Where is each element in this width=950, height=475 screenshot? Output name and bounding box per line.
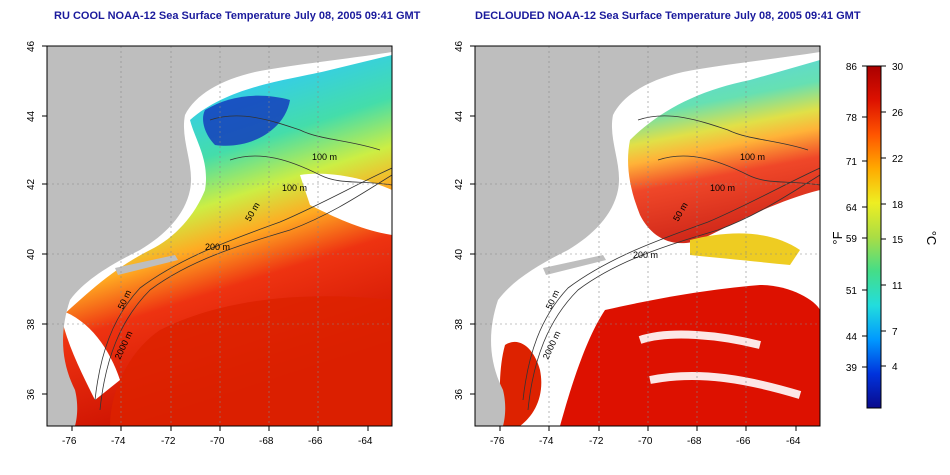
right-warm-gaps: [638, 330, 802, 399]
left-land: [47, 46, 392, 426]
left-lat-tick-36: 36: [26, 388, 37, 400]
cb-f-78: 78: [846, 113, 858, 124]
colorbar: 86 78 71 64 59 51 44 39 30 26 22 18 15 1…: [830, 62, 939, 409]
left-depth-label-200: 200 m: [205, 242, 230, 252]
right-lat-tick-46: 46: [454, 40, 465, 52]
right-lat-tick-40: 40: [454, 248, 465, 260]
cb-f-39: 39: [846, 363, 858, 374]
right-lon-axis: -76 -74 -72 -70 -68 -66 -64: [490, 426, 801, 447]
left-gulf-maine-cold: [203, 95, 290, 146]
cb-c-18: 18: [892, 200, 904, 211]
cb-f-44: 44: [846, 332, 858, 343]
right-lon-tick-72: -72: [589, 436, 604, 447]
left-warm-core: [110, 296, 392, 426]
cb-unit-fahrenheit: °F: [830, 231, 845, 244]
colorbar-gradient: [866, 65, 882, 409]
left-lon-tick-66: -66: [308, 436, 323, 447]
right-warm-gulfstream: [560, 285, 820, 426]
left-lon-tick-70: -70: [210, 436, 225, 447]
right-land: [475, 46, 820, 426]
left-lon-axis: -76 -74 -72 -70 -68 -66 -64: [62, 426, 373, 447]
left-lat-tick-42: 42: [26, 178, 37, 190]
cb-c-30: 30: [892, 62, 904, 73]
left-depth-label-100a: 100 m: [312, 152, 337, 162]
right-lon-tick-66: -66: [736, 436, 751, 447]
right-lat-tick-44: 44: [454, 110, 465, 122]
right-long-island: [543, 255, 606, 275]
left-lat-tick-44: 44: [26, 110, 37, 122]
right-inshore-warm: [499, 341, 542, 426]
right-lon-tick-70: -70: [638, 436, 653, 447]
right-sst-north: [628, 60, 820, 244]
cb-f-71: 71: [846, 157, 858, 168]
cb-f-51: 51: [846, 286, 858, 297]
left-lon-tick-64: -64: [358, 436, 373, 447]
right-map-title: DECLOUDED NOAA-12 Sea Surface Temperatur…: [475, 10, 861, 22]
right-lon-tick-64: -64: [786, 436, 801, 447]
left-lon-tick-76: -76: [62, 436, 77, 447]
right-lon-tick-68: -68: [687, 436, 702, 447]
right-depth-label-100a: 100 m: [740, 152, 765, 162]
left-long-island: [115, 255, 178, 275]
cb-c-15: 15: [892, 235, 904, 246]
left-lat-tick-46: 46: [26, 40, 37, 52]
cb-c-26: 26: [892, 108, 904, 119]
cb-f-59: 59: [846, 234, 858, 245]
right-lat-axis: 46 44 42 40 38 36: [454, 40, 475, 400]
right-lat-tick-42: 42: [454, 178, 465, 190]
left-map-title: RU COOL NOAA-12 Sea Surface Temperature …: [54, 10, 421, 22]
left-lon-tick-74: -74: [111, 436, 126, 447]
right-lat-tick-38: 38: [454, 318, 465, 330]
cb-c-11: 11: [892, 281, 903, 292]
right-map: 100 m 100 m 50 m 200 m 50 m 2000 m 46 44…: [454, 40, 821, 447]
cb-unit-celsius: °C: [924, 231, 939, 246]
cb-c-7: 7: [892, 327, 898, 338]
right-depth-label-200: 200 m: [633, 250, 658, 260]
cb-f-64: 64: [846, 203, 858, 214]
left-map: 100 m 100 m 50 m 200 m 50 m 2000 m 46 44…: [26, 40, 393, 447]
right-lat-tick-36: 36: [454, 388, 465, 400]
cb-f-86: 86: [846, 62, 858, 73]
left-lat-tick-40: 40: [26, 248, 37, 260]
right-sst-slope: [690, 233, 800, 265]
cb-c-22: 22: [892, 154, 904, 165]
left-lon-tick-72: -72: [161, 436, 176, 447]
right-lon-tick-76: -76: [490, 436, 505, 447]
cb-c-4: 4: [892, 362, 898, 373]
left-depth-label-100b: 100 m: [282, 183, 307, 193]
left-lat-axis: 46 44 42 40 38 36: [26, 40, 47, 400]
right-lon-tick-74: -74: [539, 436, 554, 447]
right-depth-label-100b: 100 m: [710, 183, 735, 193]
left-lon-tick-68: -68: [259, 436, 274, 447]
left-lat-tick-38: 38: [26, 318, 37, 330]
